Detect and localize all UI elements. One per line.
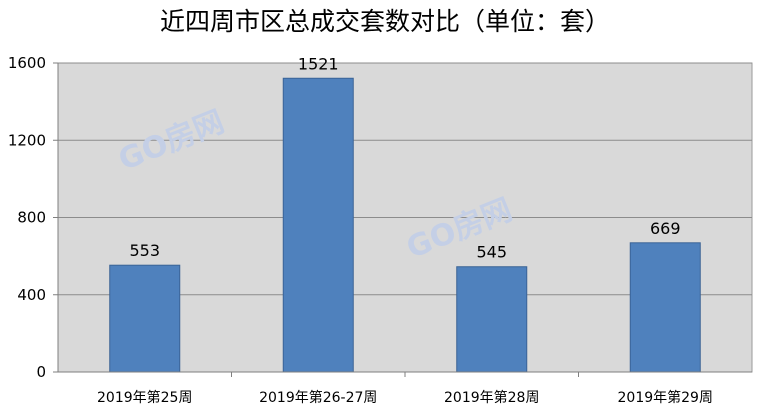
data-label: 669 xyxy=(650,219,681,238)
y-tick-label: 800 xyxy=(17,209,46,227)
data-label: 1521 xyxy=(298,54,339,73)
x-axis-ticks: 2019年第25周 2019年第26-27周 2019年第28周 2019年第29周 xyxy=(97,372,713,406)
y-tick-label: 1200 xyxy=(8,131,46,149)
y-tick-label: 400 xyxy=(17,286,46,304)
chart-title: 近四周市区总成交套数对比（单位：套） xyxy=(159,7,610,36)
y-axis-ticks: 0 400 800 1200 1600 xyxy=(8,54,58,381)
x-tick-label: 2019年第26-27周 xyxy=(259,389,377,406)
bar xyxy=(456,266,528,373)
gridlines xyxy=(58,62,752,296)
data-label: 553 xyxy=(129,241,160,260)
data-label: 545 xyxy=(476,243,507,262)
bar xyxy=(629,242,701,373)
x-tick-label: 2019年第29周 xyxy=(618,389,713,406)
y-tick-label: 1600 xyxy=(8,54,46,72)
bar xyxy=(109,264,181,373)
x-tick-label: 2019年第25周 xyxy=(97,389,192,406)
y-tick-label: 0 xyxy=(36,363,46,381)
bar xyxy=(282,77,354,373)
data-labels: 553 1521 545 669 xyxy=(129,54,680,261)
bars xyxy=(109,77,701,373)
x-tick-label: 2019年第28周 xyxy=(444,389,539,406)
